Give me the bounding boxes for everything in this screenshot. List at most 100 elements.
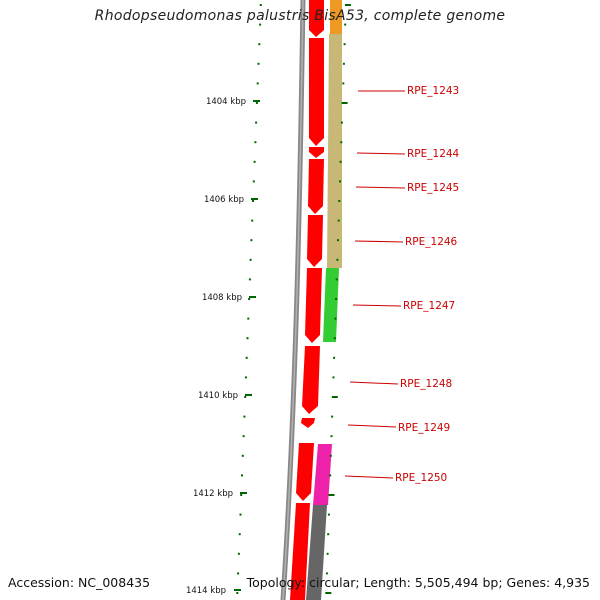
minor-tick bbox=[241, 474, 243, 477]
gene-arrow-rpe1249 bbox=[301, 418, 315, 428]
outer-tick bbox=[327, 533, 330, 536]
outer-tick bbox=[335, 278, 338, 281]
cog-segment-green bbox=[323, 268, 339, 342]
cog-ring bbox=[306, 0, 342, 600]
minor-tick bbox=[248, 298, 251, 300]
gene-arrow bbox=[290, 503, 310, 600]
scale-1404: 1404 kbp bbox=[206, 97, 260, 107]
scale-label-1414: 1414 kbp bbox=[186, 586, 226, 596]
gene-arrow-rpe1245 bbox=[308, 159, 324, 214]
outer-tick bbox=[338, 200, 341, 202]
outer-tick bbox=[337, 219, 340, 222]
scale-label-1412: 1412 kbp bbox=[193, 489, 233, 499]
svg-text:RPE_1250: RPE_1250 bbox=[395, 472, 447, 484]
gene-label-rpe1245: RPE_1245 bbox=[355, 182, 459, 194]
minor-tick-marks bbox=[236, 4, 262, 594]
outer-tick bbox=[340, 141, 343, 144]
minor-tick bbox=[258, 43, 261, 46]
gene-arrow-rpe1244 bbox=[309, 147, 324, 158]
minor-tick bbox=[259, 4, 262, 6]
gene-arrow-rpe1243 bbox=[309, 38, 324, 146]
outer-tick bbox=[344, 23, 347, 26]
gene-arrow bbox=[309, 0, 324, 37]
svg-text:RPE_1249: RPE_1249 bbox=[398, 422, 450, 434]
minor-tick bbox=[251, 219, 254, 222]
minor-tick bbox=[252, 200, 254, 202]
outer-tick bbox=[329, 454, 332, 457]
gene-label-rpe1247: RPE_1247 bbox=[352, 300, 455, 312]
gene-label-rpe1250: RPE_1250 bbox=[344, 472, 447, 484]
outer-tick bbox=[343, 43, 346, 46]
minor-tick bbox=[237, 572, 240, 575]
minor-tick bbox=[248, 278, 251, 281]
gene-label-rpe1249: RPE_1249 bbox=[347, 422, 450, 434]
outer-tick bbox=[342, 62, 345, 65]
minor-tick bbox=[254, 141, 257, 144]
outer-tick bbox=[340, 121, 343, 124]
gene-arrow-rpe1246 bbox=[307, 215, 323, 267]
outer-tick bbox=[325, 592, 332, 594]
cog-segment-magenta bbox=[313, 444, 332, 505]
minor-tick bbox=[247, 317, 250, 320]
gene-label-rpe1244: RPE_1244 bbox=[356, 148, 460, 160]
outer-tick bbox=[329, 474, 332, 477]
cog-segment-gray bbox=[306, 505, 327, 600]
gene-track bbox=[290, 0, 324, 600]
scale-label-1408: 1408 kbp bbox=[202, 293, 242, 303]
gene-label-rpe1243: RPE_1243 bbox=[358, 85, 459, 97]
outer-tick bbox=[330, 435, 333, 438]
minor-tick bbox=[255, 102, 258, 104]
minor-tick bbox=[257, 62, 260, 65]
minor-tick bbox=[244, 396, 247, 398]
gene-label-rpe1248: RPE_1248 bbox=[349, 378, 452, 390]
cog-segment-tan bbox=[327, 34, 342, 268]
outer-tick bbox=[333, 337, 336, 340]
svg-text:RPE_1245: RPE_1245 bbox=[407, 182, 459, 194]
outer-tick bbox=[328, 494, 335, 496]
minor-tick bbox=[252, 180, 255, 183]
genome-title: Rhodopseudomonas palustris BisA53, compl… bbox=[94, 8, 506, 24]
scale-1406: 1406 kbp bbox=[204, 195, 258, 205]
outer-tick bbox=[341, 102, 348, 104]
minor-tick bbox=[237, 552, 240, 555]
svg-text:RPE_1248: RPE_1248 bbox=[400, 378, 452, 390]
gene-label-rpe1246: RPE_1246 bbox=[354, 236, 458, 248]
outer-tick bbox=[337, 239, 339, 242]
outer-tick bbox=[335, 298, 338, 300]
minor-tick bbox=[241, 454, 244, 457]
gene-arrow-rpe1248 bbox=[302, 346, 320, 414]
minor-tick bbox=[259, 23, 262, 26]
scale-label-1410: 1410 kbp bbox=[198, 391, 238, 401]
minor-tick bbox=[243, 415, 246, 418]
minor-tick bbox=[242, 435, 245, 438]
outer-tick bbox=[344, 4, 351, 6]
gene-arrow-rpe1247 bbox=[305, 268, 322, 343]
topology-text: Topology: circular; Length: 5,505,494 bp… bbox=[246, 575, 590, 590]
outer-tick bbox=[339, 180, 341, 183]
scale-label-1406: 1406 kbp bbox=[204, 195, 244, 205]
outer-tick bbox=[331, 415, 334, 418]
minor-tick bbox=[238, 533, 241, 536]
minor-tick bbox=[246, 337, 249, 340]
minor-tick bbox=[245, 356, 248, 359]
outer-tick-marks bbox=[325, 4, 351, 594]
outer-tick bbox=[333, 356, 336, 359]
outer-tick bbox=[332, 376, 335, 379]
minor-tick bbox=[249, 258, 252, 261]
minor-tick bbox=[236, 592, 239, 594]
minor-tick bbox=[256, 82, 259, 85]
minor-tick bbox=[239, 513, 242, 516]
outer-tick bbox=[339, 160, 342, 163]
scale-label-1404: 1404 kbp bbox=[206, 97, 246, 107]
outer-tick bbox=[325, 572, 328, 575]
outer-tick bbox=[326, 552, 329, 555]
scale-1414: 1414 kbp bbox=[186, 586, 241, 596]
svg-text:RPE_1246: RPE_1246 bbox=[405, 236, 458, 248]
minor-tick bbox=[255, 121, 258, 124]
outer-tick bbox=[342, 82, 345, 85]
outer-tick bbox=[334, 317, 337, 320]
outer-tick bbox=[336, 258, 339, 261]
outer-tick bbox=[327, 513, 330, 516]
scale-1410: 1410 kbp bbox=[198, 391, 252, 401]
